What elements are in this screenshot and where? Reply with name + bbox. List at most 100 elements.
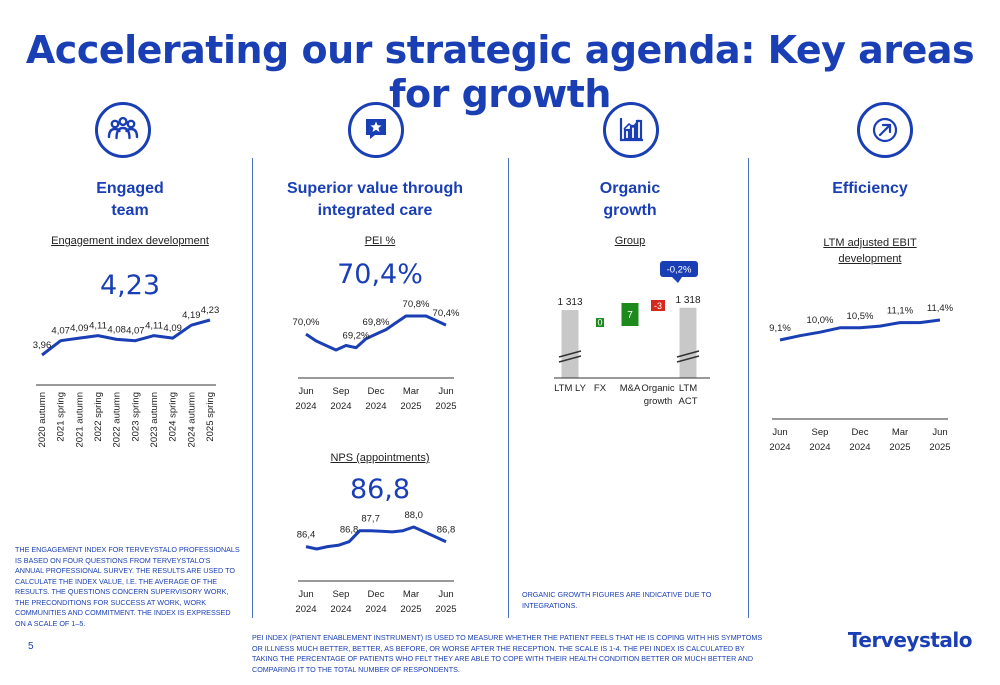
x-tick-label: Jun xyxy=(298,386,313,397)
engagement-subtitle: Engagement index development xyxy=(51,235,209,247)
data-label: 4,09 xyxy=(70,323,89,334)
divider xyxy=(748,158,749,618)
terveystalo-logo: Terveystalo xyxy=(847,628,973,652)
axis-break xyxy=(558,355,582,363)
group-waterfall-chart: 0 7 -3 1 313 1 318 LTM LY FX M&A Organic growth LT… xyxy=(554,261,710,407)
x-tick-label: 2023 autumn xyxy=(149,392,160,447)
x-tick-label: 2024 xyxy=(330,604,351,615)
people-icon xyxy=(95,102,151,158)
bar xyxy=(651,300,665,311)
x-tick-label: M&A xyxy=(620,383,641,394)
x-tick-label: 2024 xyxy=(809,442,830,453)
x-tick-label: Sep xyxy=(333,386,350,397)
x-tick-label: Jun xyxy=(298,589,313,600)
data-label: 70,8% xyxy=(403,299,430,310)
data-label: 69,2% xyxy=(343,331,370,342)
x-tick-label: 2025 xyxy=(929,442,950,453)
nps-headline: 86,8 xyxy=(349,474,411,505)
engagement-line-chart: 3,964,07 4,09 4,11 4,08 4,07 4,11 4,094,19 4,23… xyxy=(33,305,220,447)
x-tick-label: 2025 xyxy=(435,604,456,615)
growth-callout xyxy=(660,261,698,277)
x-tick-label: 2025 xyxy=(889,442,910,453)
data-label: 9,1% xyxy=(769,323,791,334)
x-tick-label: growth xyxy=(644,396,673,407)
bar xyxy=(679,307,697,378)
x-tick-label: Organic xyxy=(641,383,675,394)
x-tick-label: Mar xyxy=(892,427,908,438)
x-tick-label: 2024 spring xyxy=(168,392,179,442)
x-tick-label: 2025 xyxy=(435,401,456,412)
data-label: 70,4% xyxy=(433,308,460,319)
data-label: 3,96 xyxy=(33,340,52,351)
x-tick-label: 2024 xyxy=(365,604,386,615)
data-label: 4,11 xyxy=(145,321,163,332)
ebit-line-chart: 9,1% 10,0% 10,5% 11,1% 11,4% Jun 2024 Sep 2024 De… xyxy=(769,303,954,453)
x-tick-label: 2025 xyxy=(400,604,421,615)
x-tick-label: Jun xyxy=(438,386,453,397)
x-tick-label: LTM LY xyxy=(554,383,587,394)
data-label: 4,07 xyxy=(126,326,145,337)
data-label: 86,4 xyxy=(297,530,316,541)
x-tick-label: FX xyxy=(594,383,607,394)
data-label: -3 xyxy=(654,301,662,311)
x-tick-label: ACT xyxy=(679,396,698,407)
x-tick-label: 2023 spring xyxy=(130,392,141,442)
growth-callout-pointer xyxy=(672,277,682,283)
group-subtitle: Group xyxy=(614,235,646,247)
x-tick-label: Mar xyxy=(403,386,419,397)
data-label: 7 xyxy=(627,310,633,321)
data-label: 4,23 xyxy=(201,305,220,316)
superior-value-heading: Superior value through integrated care xyxy=(286,180,463,219)
x-tick-label: 2024 xyxy=(295,401,316,412)
data-label: 10,0% xyxy=(807,315,834,326)
x-tick-label: 2024 xyxy=(330,401,351,412)
data-label: 1 313 xyxy=(557,297,582,308)
divider xyxy=(252,158,253,618)
engagement-headline: 4,23 xyxy=(99,270,161,301)
series-line xyxy=(41,318,211,357)
data-label: 10,5% xyxy=(847,311,874,322)
x-tick-label: LTM xyxy=(679,383,697,394)
bar xyxy=(621,303,639,326)
page-number: 5 xyxy=(28,641,34,652)
x-tick-label: Dec xyxy=(368,386,385,397)
x-tick-label: 2024 xyxy=(849,442,870,453)
x-tick-label: 2021 spring xyxy=(56,392,67,442)
bar-chart-icon xyxy=(603,102,659,158)
nps-subtitle: NPS (appointments) xyxy=(330,452,430,464)
data-label: 4,07 xyxy=(51,326,70,337)
x-tick-label: 2021 autumn xyxy=(74,392,85,447)
data-label: 86,8 xyxy=(340,525,359,536)
series-line xyxy=(305,525,447,551)
x-tick-label: Dec xyxy=(368,589,385,600)
pei-footnote: PEI index (Patient Enablement Instrument… xyxy=(252,633,763,674)
efficiency-heading: Efficiency xyxy=(832,180,908,197)
x-tick-label: 2024 xyxy=(769,442,790,453)
x-tick-label: Dec xyxy=(852,427,869,438)
data-label: 86,8 xyxy=(437,525,456,536)
bar xyxy=(561,310,579,378)
x-tick-label: Mar xyxy=(403,589,419,600)
data-label: 11,1% xyxy=(887,306,914,317)
divider xyxy=(508,158,509,618)
x-tick-label: 2022 spring xyxy=(93,392,104,442)
series-line xyxy=(305,314,447,352)
x-tick-label: 2024 autumn xyxy=(186,392,197,447)
x-tick-label: 2020 autumn xyxy=(37,392,48,447)
data-label: 4,11 xyxy=(89,321,107,332)
x-tick-label: 2025 spring xyxy=(205,392,216,442)
x-tick-label: 2022 autumn xyxy=(112,392,123,447)
data-label: 11,4% xyxy=(927,303,954,314)
engaged-team-heading: Engaged team xyxy=(96,180,164,219)
data-label: 69,8% xyxy=(363,317,390,328)
nps-line-chart: 86,4 86,887,7 88,086,8Jun2024Sep2024Dec202… xyxy=(295,510,456,615)
bar xyxy=(596,318,604,327)
x-tick-label: 2025 xyxy=(400,401,421,412)
data-label: 70,0% xyxy=(293,317,320,328)
star-chat-icon xyxy=(348,102,404,158)
pei-subtitle: PEI % xyxy=(364,235,396,247)
organic-footnote: Organic growth figures are indicative du… xyxy=(522,590,712,610)
series-line xyxy=(779,318,941,342)
x-tick-label: Jun xyxy=(772,427,787,438)
organic-growth-heading: Organic growth xyxy=(599,180,661,219)
